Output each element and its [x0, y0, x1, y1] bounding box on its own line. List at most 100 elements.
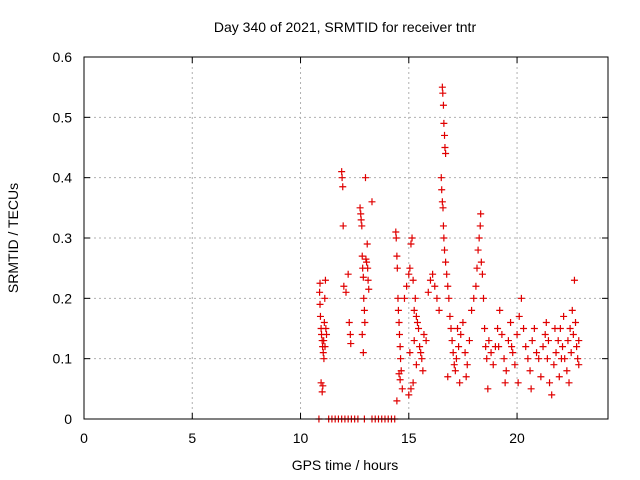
data-point: [339, 183, 347, 191]
data-point: [322, 325, 330, 332]
data-point: [477, 210, 485, 218]
data-point: [359, 273, 367, 281]
data-point: [485, 337, 493, 345]
data-point: [477, 258, 485, 266]
x-tick-label: 20: [509, 430, 525, 446]
data-point: [544, 337, 552, 345]
data-point: [456, 379, 464, 387]
data-point: [344, 270, 352, 278]
data-point: [320, 355, 328, 363]
data-point: [461, 349, 469, 357]
data-point: [397, 355, 405, 363]
x-tick-label: 10: [293, 430, 309, 446]
data-point: [393, 264, 401, 272]
y-tick-label: 0.4: [53, 170, 73, 186]
data-point: [546, 379, 554, 387]
data-point: [470, 294, 478, 302]
data-point: [435, 306, 443, 314]
data-point: [338, 168, 346, 176]
data-point: [320, 318, 328, 326]
data-point: [395, 331, 403, 339]
data-point: [417, 349, 425, 357]
y-tick-label: 0.6: [53, 49, 73, 65]
data-point: [362, 255, 370, 263]
data-point: [509, 349, 517, 357]
data-point: [364, 264, 372, 272]
data-point: [359, 349, 367, 357]
data-point: [442, 258, 450, 266]
data-point: [452, 355, 460, 363]
data-point: [439, 204, 447, 212]
data-point: [522, 343, 530, 351]
data-point: [438, 198, 446, 206]
data-point: [535, 355, 543, 363]
data-point: [557, 355, 565, 363]
data-point: [316, 312, 324, 320]
data-point: [316, 279, 324, 287]
data-point: [365, 285, 373, 293]
data-point: [407, 240, 415, 248]
y-tick-labels: 0 0.1 0.2 0.3 0.4 0.5 0.6: [53, 49, 73, 427]
data-point: [406, 264, 414, 272]
data-point: [451, 367, 459, 375]
data-point: [564, 337, 572, 345]
data-point: [441, 246, 449, 254]
x-tick-label: 0: [80, 430, 88, 446]
data-point: [416, 343, 424, 351]
data-point: [489, 361, 497, 369]
data-point: [507, 318, 515, 326]
data-point: [574, 355, 582, 363]
data-point: [431, 282, 439, 290]
data-point: [447, 325, 455, 332]
data-point: [316, 288, 324, 296]
data-point: [500, 355, 508, 363]
data-point: [358, 331, 366, 339]
data-point: [396, 376, 404, 384]
data-point: [450, 361, 458, 369]
data-point: [412, 361, 420, 369]
data-point: [449, 349, 457, 357]
data-point: [543, 355, 551, 363]
data-points: [315, 83, 583, 423]
data-point: [407, 385, 415, 393]
data-point: [409, 276, 417, 284]
data-point: [472, 282, 480, 290]
data-point: [412, 312, 420, 320]
data-point: [340, 282, 348, 290]
data-point: [394, 294, 402, 302]
data-point: [569, 331, 577, 339]
data-point: [363, 258, 371, 266]
data-point: [439, 89, 447, 97]
data-point: [426, 276, 434, 284]
data-point: [465, 337, 473, 345]
data-point: [541, 331, 549, 339]
data-point: [459, 318, 467, 326]
data-point: [554, 337, 562, 345]
data-point: [473, 264, 481, 272]
data-point: [413, 318, 421, 326]
data-point: [361, 174, 369, 182]
x-tick-label: 5: [188, 430, 196, 446]
data-point: [446, 312, 454, 320]
data-point: [439, 101, 447, 109]
data-point: [483, 355, 491, 363]
data-point: [358, 252, 366, 260]
data-point: [498, 331, 506, 339]
data-point: [433, 294, 441, 302]
data-point: [357, 216, 365, 224]
data-point: [502, 367, 510, 375]
y-tick-label: 0.3: [53, 230, 73, 246]
data-point: [408, 234, 416, 242]
data-point: [511, 361, 519, 369]
data-point: [411, 294, 419, 302]
y-tick-label: 0: [64, 411, 72, 427]
data-point: [550, 361, 558, 369]
data-point: [405, 391, 413, 399]
data-point: [395, 370, 403, 378]
y-tick-label: 0.2: [53, 290, 73, 306]
data-point: [439, 222, 447, 230]
data-point: [405, 270, 413, 278]
data-point: [560, 312, 568, 320]
data-point: [364, 276, 372, 284]
data-point: [478, 270, 486, 278]
